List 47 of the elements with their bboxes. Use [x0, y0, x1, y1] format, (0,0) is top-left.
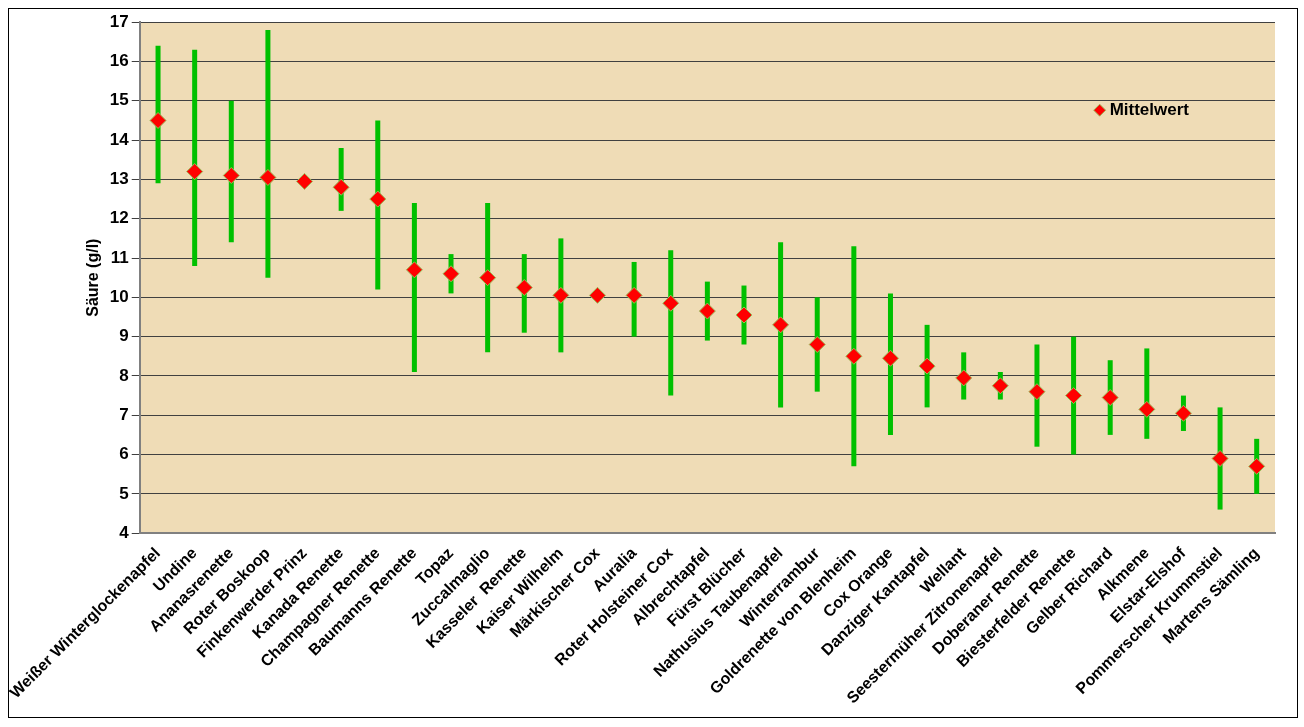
point: [1065, 387, 1083, 405]
y-tick-label: 9: [119, 326, 129, 346]
point: [1248, 457, 1266, 475]
point: [808, 336, 826, 353]
y-tick-label: 6: [119, 444, 129, 464]
point: [662, 294, 680, 312]
y-tick-label: 14: [109, 129, 130, 149]
point: [222, 166, 240, 184]
point: [918, 357, 936, 375]
point: [698, 302, 716, 320]
point: [332, 178, 350, 196]
point: [845, 347, 863, 365]
y-tick-label: 15: [109, 90, 129, 110]
y-tick-label: 17: [109, 11, 129, 31]
point: [369, 190, 387, 208]
point: [1174, 404, 1192, 422]
point: [772, 316, 790, 334]
point: [735, 306, 753, 324]
y-tick-label: 5: [119, 483, 129, 503]
point: [1028, 383, 1046, 401]
point: [552, 286, 570, 304]
legend-label: Mittelwert: [1109, 99, 1190, 119]
point: [1101, 389, 1119, 407]
point: [259, 168, 277, 186]
point: [1211, 449, 1229, 467]
y-tick-label: 11: [110, 247, 129, 267]
y-tick-label: 4: [119, 522, 130, 542]
point: [479, 269, 497, 287]
point: [186, 163, 204, 181]
point: [991, 377, 1009, 395]
point: [442, 265, 460, 283]
point: [515, 279, 533, 297]
point: [955, 369, 973, 387]
point: [625, 286, 643, 304]
y-tick-label: 12: [109, 208, 129, 228]
point: [881, 349, 899, 367]
point: [296, 172, 314, 190]
y-tick-label: 8: [119, 365, 129, 385]
y-tick-label: 13: [109, 169, 129, 189]
point: [149, 111, 167, 129]
point: [589, 286, 606, 304]
y-tick-label: 7: [119, 404, 129, 424]
y-tick-label: 16: [109, 51, 129, 71]
y-tick-label: 10: [109, 287, 129, 307]
y-axis-title: Säure (g/l): [83, 238, 101, 317]
point: [1138, 400, 1156, 418]
point: [405, 261, 423, 279]
